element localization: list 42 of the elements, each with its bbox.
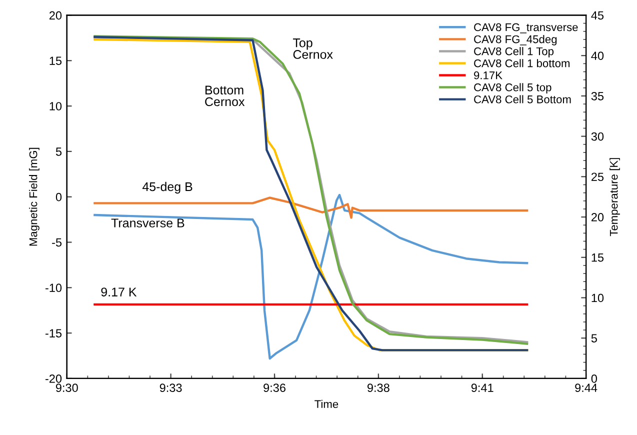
x-tick-label: 9:30 bbox=[56, 384, 78, 392]
x-tick-label: 9:44 bbox=[575, 384, 598, 392]
y-tick-label: 0 bbox=[56, 192, 62, 202]
annotation: Top Cernox bbox=[293, 38, 333, 59]
annotation: 9.17 K bbox=[101, 288, 137, 296]
y2-tick-label: 15 bbox=[592, 254, 604, 262]
legend-label: CAV8 Cell 5 top bbox=[474, 83, 552, 94]
y2-tick-label: 35 bbox=[591, 92, 604, 100]
y2-tick-label: 45 bbox=[591, 11, 604, 20]
y2-tick-label: 40 bbox=[591, 52, 604, 60]
y2-tick-label: 10 bbox=[592, 294, 604, 302]
y-tick-label: 10 bbox=[50, 102, 62, 110]
x-tick-label: 9:33 bbox=[160, 384, 182, 392]
y-tick-label: -15 bbox=[45, 329, 62, 338]
y-axis-title: Magnetic Field [mG] bbox=[29, 148, 40, 246]
x-tick-label: 9:41 bbox=[471, 384, 494, 392]
y2-tick-label: 5 bbox=[591, 334, 597, 342]
legend-label: 9.17K bbox=[474, 71, 502, 80]
y-tick-label: 15 bbox=[50, 56, 62, 66]
y2-tick-label: 0 bbox=[591, 374, 598, 383]
legend-label: CAV8 Cell 5 Bottom bbox=[474, 95, 571, 104]
legend-label: CAV8 FG_45deg bbox=[474, 35, 557, 46]
y-tick-label: 5 bbox=[56, 148, 62, 156]
y-tick-label: 20 bbox=[49, 11, 62, 20]
y-tick-label: -5 bbox=[52, 238, 62, 247]
annotation: Bottom Cernox bbox=[205, 86, 245, 106]
x-axis-title: Time bbox=[314, 400, 338, 408]
legend-label: CAV8 Cell 1 Top bbox=[474, 47, 554, 58]
line-series bbox=[94, 196, 528, 219]
legend-label: CAV8 FG_transverse bbox=[474, 23, 578, 34]
y2-axis-title: Temperature [K] bbox=[610, 158, 620, 236]
legend-label: CAV8 Cell 1 bottom bbox=[474, 59, 570, 68]
y-tick-label: -10 bbox=[45, 284, 62, 292]
annotation: Transverse B bbox=[111, 218, 184, 228]
y2-tick-label: 20 bbox=[591, 213, 604, 222]
y-tick-label: -20 bbox=[45, 374, 62, 383]
y2-tick-label: 25 bbox=[591, 172, 604, 182]
y2-tick-label: 30 bbox=[591, 132, 604, 141]
x-tick-label: 9:36 bbox=[264, 384, 286, 392]
annotation: 45-deg B bbox=[142, 182, 192, 194]
x-tick-label: 9:38 bbox=[367, 384, 390, 392]
line-series bbox=[94, 194, 528, 360]
